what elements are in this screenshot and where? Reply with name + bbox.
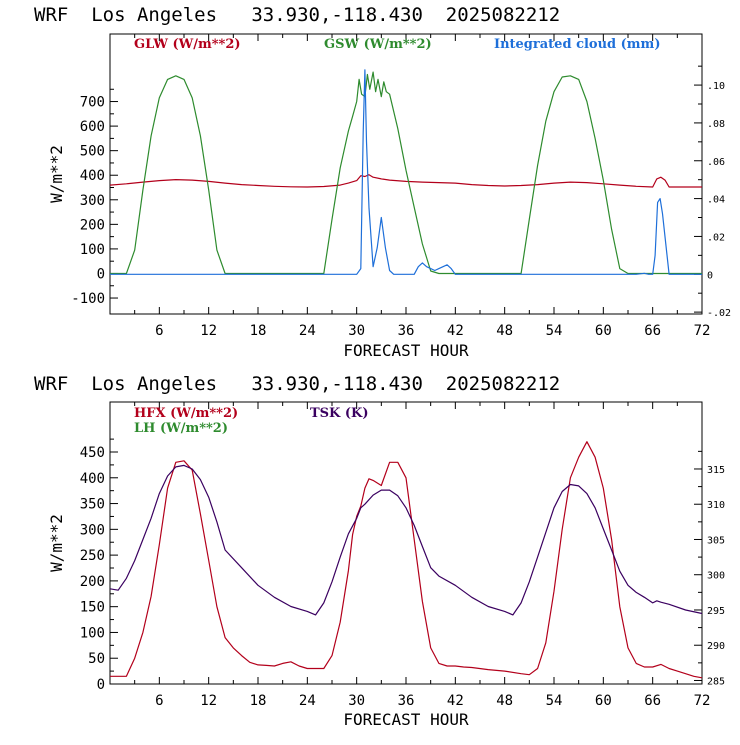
- y2-tick-label: 315: [707, 465, 725, 476]
- legend-tsk: TSK (K): [310, 406, 369, 421]
- y2-tick-label: .02: [707, 232, 725, 243]
- y-tick-label: 50: [88, 651, 105, 667]
- plot-frame: [109, 401, 703, 685]
- x-tick-labels: 6 12 18 24 30 36 42 48 54 60 66 72: [155, 323, 710, 339]
- x-tick-label: 66: [644, 693, 661, 709]
- y-tick-label: 450: [80, 445, 105, 461]
- x-tick-label: 24: [299, 323, 316, 339]
- x-tick-label: 30: [348, 693, 365, 709]
- x-tick-label: 42: [447, 323, 464, 339]
- series-line-2: [110, 69, 702, 275]
- legend-hfx: HFX (W/m**2): [134, 406, 238, 421]
- y-tick-label: 100: [80, 242, 105, 258]
- y-tick-label: 0: [97, 266, 105, 282]
- y-tick-label: 0: [97, 677, 105, 693]
- x-tick-label: 6: [155, 323, 163, 339]
- y2-tick-label: 295: [707, 606, 725, 617]
- y2-tick-label: 285: [707, 676, 725, 687]
- series-line-0: [110, 441, 703, 679]
- x-tick-label: 24: [299, 693, 316, 709]
- x-tick-label: 60: [595, 323, 612, 339]
- y2-tick-labels: 285 290 295 300 305 310 315: [707, 465, 725, 687]
- chart-title: WRF Los Angeles 33.930,-118.430 20250822…: [34, 4, 560, 26]
- x-tick-label: 18: [250, 323, 267, 339]
- y-tick-label: 500: [80, 144, 105, 160]
- y-tick-label: 400: [80, 168, 105, 184]
- series-line-1: [110, 71, 702, 275]
- y2-tick-label: 310: [707, 500, 725, 511]
- y-tick-label: 200: [80, 217, 105, 233]
- y-tick-label: 200: [80, 574, 105, 590]
- x-tick-label: 48: [496, 693, 513, 709]
- x-tick-label: 42: [447, 693, 464, 709]
- series-line-0: [109, 174, 702, 188]
- x-tick-label: 36: [398, 693, 415, 709]
- y-tick-labels: -100 0 100 200 300 400 500 600 700: [71, 95, 105, 307]
- x-tick-label: 54: [546, 323, 563, 339]
- y-tick-label: 400: [80, 471, 105, 487]
- legend-glw: GLW (W/m**2): [134, 37, 241, 52]
- y2-tick-label: .10: [707, 81, 725, 92]
- chart-title: WRF Los Angeles 33.930,-118.430 20250822…: [34, 373, 560, 395]
- x-tick-label: 12: [200, 693, 217, 709]
- plot-frame: [109, 33, 703, 315]
- y2-tick-label: 290: [707, 641, 725, 652]
- y2-tick-label: .06: [707, 157, 725, 168]
- y2-tick-label: 305: [707, 535, 725, 546]
- y-tick-label: 600: [80, 119, 105, 135]
- x-tick-labels: 6 12 18 24 30 36 42 48 54 60 66 72: [155, 693, 710, 709]
- series-lines: [109, 441, 703, 679]
- x-axis-label: FORECAST HOUR: [343, 710, 469, 729]
- series-line-2: [109, 464, 703, 616]
- legend-cloud: Integrated cloud (mm): [494, 37, 660, 52]
- y-tick-label: 350: [80, 497, 105, 513]
- axis-ticks: [110, 34, 702, 314]
- y-tick-label: 300: [80, 522, 105, 538]
- x-tick-label: 18: [250, 693, 267, 709]
- series-lines: [109, 69, 702, 275]
- y2-tick-label: 0: [707, 270, 713, 281]
- y-tick-label: 250: [80, 548, 105, 564]
- legend-gsw: GSW (W/m**2): [324, 37, 432, 52]
- y-tick-label: 100: [80, 625, 105, 641]
- chart-heat-flux-skin-temp: WRF Los Angeles 33.930,-118.430 20250822…: [34, 373, 725, 729]
- legend-lh: LH (W/m**2): [134, 421, 228, 436]
- y-tick-label: 700: [80, 95, 105, 111]
- y-tick-labels: 0 50 100 150 200 250 300 350 400 450: [80, 445, 105, 693]
- x-tick-label: 12: [200, 323, 217, 339]
- x-axis-label: FORECAST HOUR: [343, 341, 469, 360]
- x-tick-label: 60: [595, 693, 612, 709]
- y-axis-label: W/m**2: [47, 514, 66, 572]
- x-tick-label: 6: [155, 693, 163, 709]
- y2-tick-labels: -.02 0 .02 .04 .06 .08 .10: [707, 81, 731, 319]
- x-tick-label: 30: [348, 323, 365, 339]
- x-tick-label: 66: [644, 323, 661, 339]
- axis-ticks: [110, 402, 702, 685]
- y-axis-label: W/m**2: [47, 145, 66, 203]
- y2-tick-label: 300: [707, 571, 725, 582]
- x-tick-label: 72: [694, 693, 711, 709]
- x-tick-label: 72: [694, 323, 711, 339]
- y-tick-label: 300: [80, 193, 105, 209]
- y-tick-label: -100: [71, 291, 105, 307]
- y2-tick-label: .08: [707, 119, 725, 130]
- y2-tick-label: .04: [707, 195, 725, 206]
- x-tick-label: 54: [546, 693, 563, 709]
- y2-tick-label: -.02: [707, 308, 731, 319]
- x-tick-label: 36: [398, 323, 415, 339]
- chart-radiation-cloud: WRF Los Angeles 33.930,-118.430 20250822…: [34, 4, 731, 360]
- y-tick-label: 150: [80, 600, 105, 616]
- x-tick-label: 48: [496, 323, 513, 339]
